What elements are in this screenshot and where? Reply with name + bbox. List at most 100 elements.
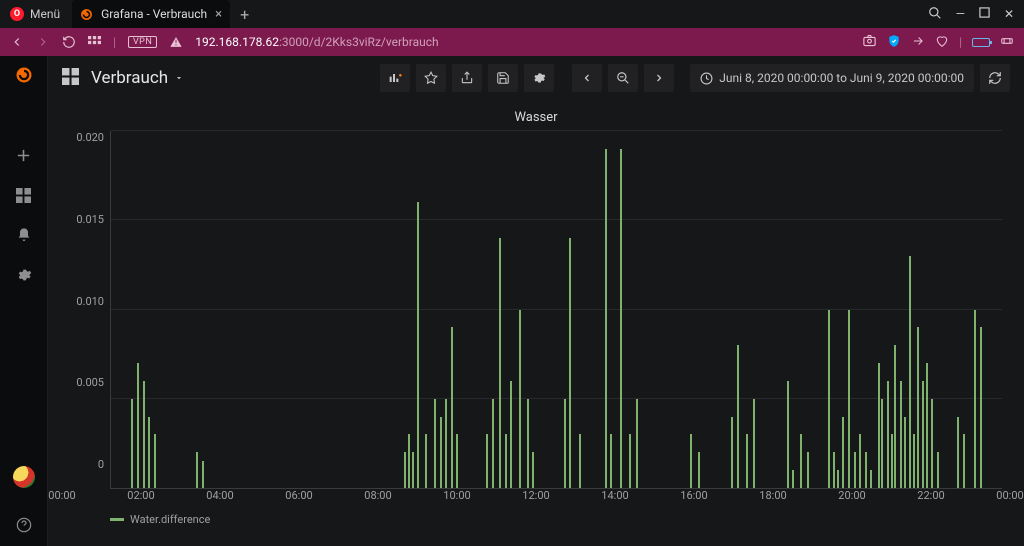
chart-bar: [887, 381, 889, 488]
chart-bar: [926, 363, 928, 488]
chart-bar: [417, 202, 419, 488]
chart-bar: [913, 434, 915, 488]
chart-bar: [412, 452, 414, 488]
grafana-sidebar: [0, 56, 48, 546]
url-text[interactable]: 192.168.178.62:3000/d/2Kks3viRz/verbrauc…: [195, 35, 850, 49]
browser-addressbar: | VPN 192.168.178.62:3000/d/2Kks3viRz/ve…: [0, 28, 1024, 56]
chart-panel: Wasser 0.0200.0150.0100.0050 00:0002:000…: [62, 104, 1010, 532]
send-icon[interactable]: [911, 34, 925, 51]
legend-label: Water.difference: [130, 513, 210, 526]
chart-bar: [408, 434, 410, 488]
grafana-logo-icon[interactable]: [15, 66, 33, 84]
chart-bar: [154, 434, 156, 488]
chart-bar: [148, 417, 150, 488]
chart-bar: [894, 345, 896, 488]
chart-plot[interactable]: [110, 131, 1002, 489]
chart-bar: [900, 381, 902, 488]
dashboard-title-dropdown[interactable]: Verbrauch: [91, 68, 184, 88]
refresh-button[interactable]: [980, 64, 1010, 92]
chart-bar: [842, 417, 844, 488]
chart-bar: [974, 310, 976, 489]
save-button[interactable]: [488, 64, 518, 92]
chart-bar: [131, 399, 133, 488]
chart-legend[interactable]: Water.difference: [62, 507, 1010, 532]
chart-bar: [891, 434, 893, 488]
chart-bar: [859, 434, 861, 488]
chart-bar: [505, 434, 507, 488]
dashboard-toolbar: Verbrauch Juni 8, 2020 00:00:00 to Juni …: [48, 56, 1024, 100]
shield-icon[interactable]: [887, 34, 901, 51]
add-panel-button[interactable]: [380, 64, 410, 92]
chart-bar: [980, 327, 982, 488]
chart-bar: [143, 381, 145, 488]
chart-bar: [753, 399, 755, 488]
time-range-picker[interactable]: Juni 8, 2020 00:00:00 to Juni 9, 2020 00…: [690, 64, 974, 92]
chart-bar: [690, 434, 692, 488]
configuration-icon[interactable]: [15, 266, 33, 284]
chart-bar: [904, 417, 906, 488]
settings-button[interactable]: [524, 64, 554, 92]
chart-bar: [629, 434, 631, 488]
help-icon[interactable]: [15, 516, 33, 534]
vpn-badge[interactable]: VPN: [128, 36, 157, 48]
create-icon[interactable]: [15, 146, 33, 164]
reload-icon[interactable]: [62, 35, 76, 49]
chart-bar: [731, 417, 733, 488]
chart-bar: [746, 434, 748, 488]
close-icon[interactable]: ✕: [1004, 7, 1014, 21]
star-button[interactable]: [416, 64, 446, 92]
tab-close-icon[interactable]: ×: [215, 7, 222, 22]
chart-bar: [605, 149, 607, 488]
chart-bar: [492, 399, 494, 488]
nav-back-icon[interactable]: [10, 35, 24, 49]
panel-title[interactable]: Wasser: [62, 104, 1010, 127]
chart-bar: [917, 327, 919, 488]
chart-bar: [828, 310, 830, 489]
chart-bar: [486, 434, 488, 488]
share-button[interactable]: [452, 64, 482, 92]
chart-bar: [870, 470, 872, 488]
snapshot-icon[interactable]: [862, 33, 877, 51]
maximize-icon[interactable]: [979, 7, 990, 21]
tab-title: Grafana - Verbrauch: [101, 7, 207, 21]
dashboard-icon: [62, 68, 79, 89]
chart-bar: [445, 399, 447, 488]
chart-bar: [807, 452, 809, 488]
minimize-icon[interactable]: —: [956, 7, 965, 21]
chart-bar: [510, 381, 512, 488]
user-avatar[interactable]: [13, 466, 35, 488]
search-icon[interactable]: [928, 6, 942, 23]
site-warning-icon[interactable]: [169, 35, 183, 49]
chart-bar: [865, 452, 867, 488]
chart-bar: [434, 399, 436, 488]
chart-bar: [519, 310, 521, 489]
chart-bar: [196, 452, 198, 488]
time-next-button[interactable]: [644, 64, 674, 92]
browser-tab[interactable]: Grafana - Verbrauch ×: [72, 0, 230, 28]
chart-bar: [787, 381, 789, 488]
zoom-out-button[interactable]: [608, 64, 638, 92]
chart-bar: [137, 363, 139, 488]
time-prev-button[interactable]: [572, 64, 602, 92]
battery-icon[interactable]: [972, 38, 990, 47]
extensions-icon[interactable]: [1000, 34, 1014, 51]
new-tab-button[interactable]: +: [240, 5, 249, 24]
chart-bar: [636, 399, 638, 488]
chart-bar: [963, 434, 965, 488]
chart-bar: [698, 452, 700, 488]
heart-icon[interactable]: [935, 34, 949, 51]
opera-icon: O: [10, 7, 24, 21]
chart-bar: [610, 434, 612, 488]
alerting-icon[interactable]: [15, 226, 33, 244]
x-axis: 00:0002:0004:0006:0008:0010:0012:0014:00…: [62, 489, 1010, 507]
menu-button[interactable]: Menü: [30, 7, 60, 21]
chart-bar: [848, 310, 850, 489]
chart-bar: [878, 363, 880, 488]
chart-bar: [881, 399, 883, 488]
nav-forward-icon[interactable]: [36, 35, 50, 49]
dashboards-icon[interactable]: [15, 186, 33, 204]
chart-bar: [854, 452, 856, 488]
speed-dial-icon[interactable]: [88, 36, 101, 49]
chart-bar: [957, 417, 959, 488]
chart-bar: [931, 399, 933, 488]
